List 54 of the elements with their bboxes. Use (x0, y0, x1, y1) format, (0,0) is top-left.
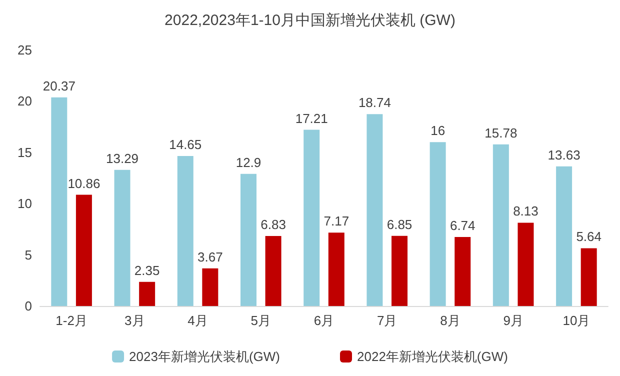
bar (76, 194, 92, 306)
data-label: 13.29 (106, 150, 139, 166)
data-label: 15.78 (484, 125, 518, 140)
bar (366, 114, 383, 306)
bar (139, 282, 156, 306)
y-tick-label: 15 (18, 144, 32, 160)
bar (114, 170, 130, 306)
y-tick-label: 10 (18, 196, 32, 212)
y-tick-label: 20 (18, 94, 32, 109)
chart-title: 2022,2023年1-10月中国新增光伏装机 (GW) (164, 12, 456, 29)
data-label: 13.63 (548, 147, 580, 162)
data-label: 16 (430, 123, 446, 138)
bar (177, 156, 194, 306)
x-tick-label: 5月 (250, 313, 272, 328)
legend-label: 2022年新增光伏装机(GW) (357, 349, 508, 364)
data-label: 6.85 (386, 216, 412, 232)
data-label: 10.86 (68, 176, 100, 191)
y-tick-label: 5 (24, 247, 32, 262)
data-label: 12.9 (236, 154, 262, 170)
bar (265, 236, 282, 306)
x-tick-label: 6月 (314, 313, 334, 328)
data-label: 2.35 (134, 262, 160, 278)
data-label: 5.64 (576, 229, 602, 244)
x-tick-label: 10月 (562, 313, 590, 328)
x-tick-label: 1-2月 (56, 313, 88, 328)
bar (51, 97, 68, 306)
bar (430, 142, 446, 306)
data-label: 6.74 (450, 218, 476, 233)
data-label: 14.65 (169, 136, 202, 152)
data-label: 8.13 (513, 204, 538, 219)
bar (328, 232, 344, 306)
data-label: 7.17 (324, 214, 350, 229)
bar (518, 222, 534, 306)
data-label: 6.83 (260, 217, 286, 232)
bar (304, 130, 320, 306)
data-label: 17.21 (295, 110, 328, 126)
bar (556, 166, 572, 306)
y-tick-label: 25 (18, 42, 32, 58)
data-label: 20.37 (42, 78, 76, 94)
bar (492, 144, 509, 306)
bar (392, 236, 408, 306)
x-tick-label: 4月 (188, 313, 208, 328)
y-tick-label: 0 (24, 298, 32, 314)
x-tick-label: 7月 (376, 313, 398, 328)
bar (240, 174, 256, 306)
x-tick-label: 8月 (440, 313, 460, 328)
x-tick-label: 9月 (503, 313, 524, 328)
data-label: 18.74 (358, 95, 391, 110)
legend-label: 2023年新增光伏装机(GW) (129, 349, 280, 364)
bar (202, 268, 218, 306)
bar (580, 248, 597, 306)
x-tick-label: 3月 (124, 313, 145, 328)
bar (454, 236, 471, 306)
data-label: 3.67 (198, 249, 223, 264)
